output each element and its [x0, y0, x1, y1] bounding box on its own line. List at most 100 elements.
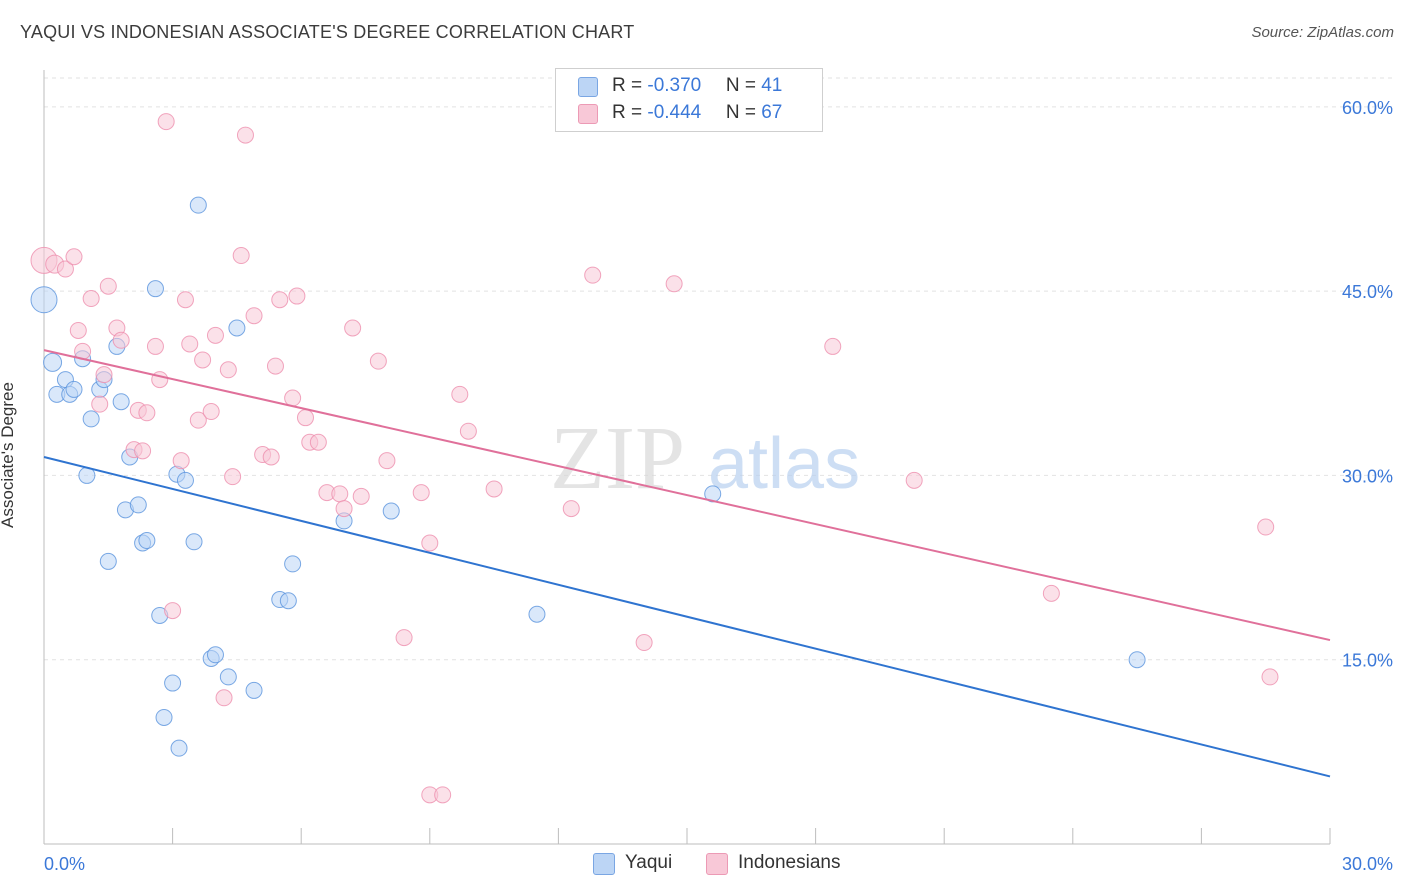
legend-label-indonesians: Indonesians — [738, 852, 841, 873]
watermark-atlas: atlas — [708, 424, 860, 504]
indonesians-point — [284, 389, 302, 407]
yaqui-point — [99, 552, 117, 570]
indonesians-point — [352, 487, 370, 505]
yaqui-point — [185, 533, 203, 551]
stats-legend: R = -0.370 N = 41 R = -0.444 N = 67 — [555, 68, 823, 132]
yaqui-swatch — [578, 77, 598, 97]
yaqui-point — [43, 352, 63, 372]
source-label: Source: ZipAtlas.com — [1251, 24, 1394, 41]
indonesians-point — [91, 395, 109, 413]
indonesians-point — [236, 126, 254, 144]
n-label: N = — [725, 75, 762, 96]
indonesians-point — [1042, 584, 1060, 602]
indonesians-point — [219, 361, 237, 379]
indonesians-point — [176, 291, 194, 309]
indonesians-point — [146, 337, 164, 355]
chart-title: YAQUI VS INDONESIAN ASSOCIATE'S DEGREE C… — [20, 22, 635, 42]
indonesians-point — [157, 113, 175, 131]
y-tick-label: 60.0% — [1342, 98, 1393, 118]
y-tick-label: 30.0% — [1342, 466, 1393, 486]
indonesians-point — [665, 275, 683, 293]
indonesians-point — [56, 260, 74, 278]
yaqui-point — [382, 502, 400, 520]
indonesians-point — [369, 352, 387, 370]
indonesians-point — [335, 500, 353, 518]
legend-swatch-indonesians — [706, 853, 728, 875]
yaqui-point — [155, 708, 173, 726]
y-tick-label: 15.0% — [1342, 651, 1393, 671]
indonesians-point — [635, 634, 653, 652]
indonesians-point — [1261, 668, 1279, 686]
indonesians-point — [112, 331, 130, 349]
yaqui-point — [206, 646, 224, 664]
yaqui-point — [1128, 651, 1146, 669]
legend-label-yaqui: Yaqui — [625, 852, 673, 873]
indonesians-point — [262, 448, 280, 466]
indonesians-trend-line — [43, 349, 1331, 642]
yaqui-point — [138, 532, 156, 550]
indonesians-point — [134, 442, 152, 460]
indonesians-point — [181, 335, 199, 353]
indonesians-point — [331, 485, 349, 503]
yaqui-point — [245, 681, 263, 699]
indonesians-point — [232, 247, 250, 265]
r-value: -0.370 — [647, 75, 702, 96]
indonesians-point — [824, 337, 842, 355]
watermark-zip: ZIP — [550, 409, 685, 508]
indonesians-point — [296, 409, 314, 427]
indonesians-point — [65, 248, 83, 266]
yaqui-point — [176, 471, 194, 489]
yaqui-point — [279, 592, 297, 610]
r-label: R = — [612, 75, 648, 96]
yaqui-point — [129, 496, 147, 514]
x-tick-label: 30.0% — [1342, 854, 1393, 874]
indonesians-point — [288, 287, 306, 305]
trend-lines — [43, 349, 1331, 778]
indonesians-point — [562, 500, 580, 518]
indonesians-point — [412, 484, 430, 502]
n-value: 67 — [761, 102, 783, 123]
indonesians-point — [421, 534, 439, 552]
stats-row-yaqui: R = -0.370 N = 41 — [556, 73, 822, 99]
yaqui-point — [30, 286, 58, 314]
stats-row-indonesians: R = -0.444 N = 67 — [556, 100, 822, 126]
yaqui-point — [219, 668, 237, 686]
n-label: N = — [725, 102, 762, 123]
indonesians-point — [1257, 518, 1275, 536]
yaqui-point — [65, 380, 83, 398]
indonesians-swatch — [578, 104, 598, 124]
indonesians-point — [434, 786, 452, 804]
data-points — [30, 113, 1279, 804]
indonesians-point — [99, 277, 117, 295]
indonesians-point — [245, 307, 263, 325]
indonesians-point — [194, 351, 212, 369]
indonesians-point — [459, 422, 477, 440]
indonesians-point — [309, 433, 327, 451]
indonesians-point — [266, 357, 284, 375]
indonesians-point — [215, 689, 233, 707]
indonesians-point — [95, 366, 113, 384]
indonesians-point — [206, 326, 224, 344]
yaqui-point — [528, 605, 546, 623]
indonesians-point — [69, 321, 87, 339]
yaqui-point — [82, 410, 100, 428]
tick-labels: 15.0% 30.0% 45.0% 60.0% 0.0% 30.0% — [44, 98, 1393, 874]
indonesians-point — [395, 629, 413, 647]
indonesians-point — [451, 385, 469, 403]
legend-swatch-yaqui — [593, 853, 615, 875]
indonesians-point — [138, 404, 156, 422]
r-label: R = — [612, 102, 648, 123]
n-value: 41 — [761, 75, 783, 96]
yaqui-point — [170, 739, 188, 757]
y-tick-label: 45.0% — [1342, 282, 1393, 302]
indonesians-point — [344, 319, 362, 337]
yaqui-point — [189, 196, 207, 214]
indonesians-point — [202, 403, 220, 421]
indonesians-point — [584, 266, 602, 284]
yaqui-trend-line — [43, 456, 1331, 778]
indonesians-point — [82, 290, 100, 308]
indonesians-point — [172, 452, 190, 470]
yaqui-point — [146, 280, 164, 298]
grid-lines — [44, 77, 1392, 661]
